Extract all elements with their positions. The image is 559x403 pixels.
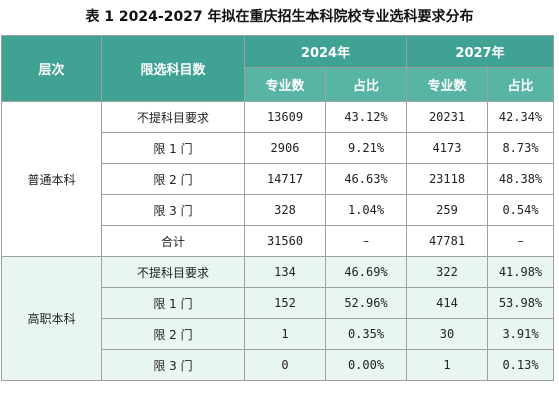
subject-requirement-cell: 合计 [101,225,245,257]
table-row: 限 1 门 152 52.96% 414 53.98% [2,287,554,319]
header-ratio-2024: 占比 [325,67,407,102]
header-count-2027: 专业数 [406,67,488,102]
count-2027-cell: 322 [406,256,488,288]
subject-requirement-cell: 不提科目要求 [101,101,245,133]
ratio-2027-cell: – [487,225,554,257]
subject-requirement-table: 层次 限选科目数 2024年 2027年 专业数 占比 专业数 占比 普通本科 … [1,35,554,381]
count-2027-cell: 414 [406,287,488,319]
subject-requirement-cell: 限 1 门 [101,287,245,319]
count-2027-cell: 20231 [406,101,488,133]
subject-requirement-cell: 限 2 门 [101,318,245,350]
ratio-2024-cell: 46.69% [325,256,407,288]
header-level: 层次 [1,35,102,102]
count-2027-cell: 30 [406,318,488,350]
header-count-2024: 专业数 [244,67,326,102]
count-2027-cell: 259 [406,194,488,226]
ratio-2027-cell: 42.34% [487,101,554,133]
ratio-2024-cell: 0.35% [325,318,407,350]
subject-requirement-cell: 限 1 门 [101,132,245,164]
table-row: 限 1 门 2906 9.21% 4173 8.73% [2,132,554,164]
count-2024-cell: 0 [244,349,326,381]
header-ratio-2027: 占比 [487,67,554,102]
count-2024-cell: 152 [244,287,326,319]
subject-requirement-cell: 限 2 门 [101,163,245,195]
ratio-2027-cell: 48.38% [487,163,554,195]
ratio-2027-cell: 53.98% [487,287,554,319]
table-row: 限 2 门 14717 46.63% 23118 48.38% [2,163,554,195]
count-2027-cell: 4173 [406,132,488,164]
count-2024-cell: 2906 [244,132,326,164]
header-year-2027: 2027年 [406,35,554,68]
count-2024-cell: 328 [244,194,326,226]
header-year-2024: 2024年 [244,35,407,68]
subject-requirement-cell: 限 3 门 [101,194,245,226]
table-row: 限 2 门 1 0.35% 30 3.91% [2,318,554,350]
ratio-2024-cell: 9.21% [325,132,407,164]
count-2024-cell: 13609 [244,101,326,133]
subject-requirement-cell: 限 3 门 [101,349,245,381]
ratio-2027-cell: 8.73% [487,132,554,164]
ratio-2027-cell: 3.91% [487,318,554,350]
table-row: 普通本科 不提科目要求 13609 43.12% 20231 42.34% [1,101,554,257]
count-2024-cell: 31560 [244,225,326,257]
count-2024-cell: 134 [244,256,326,288]
group-label: 高职本科 [1,256,102,381]
ratio-2027-cell: 0.13% [487,349,554,381]
count-2027-cell: 23118 [406,163,488,195]
ratio-2024-cell: 0.00% [325,349,407,381]
table-row: 高职本科 不提科目要求 134 46.69% 322 41.98% [1,256,554,381]
ratio-2024-cell: 43.12% [325,101,407,133]
table-row-total: 合计 31560 – 47781 – [2,225,554,257]
table-title: 表 1 2024-2027 年拟在重庆招生本科院校专业选科要求分布 [85,9,474,25]
ratio-2024-cell: 52.96% [325,287,407,319]
header-subject-requirement: 限选科目数 [101,35,245,102]
ratio-2027-cell: 0.54% [487,194,554,226]
table-row: 限 3 门 328 1.04% 259 0.54% [2,194,554,226]
subject-requirement-cell: 不提科目要求 [101,256,245,288]
count-2024-cell: 1 [244,318,326,350]
ratio-2024-cell: 46.63% [325,163,407,195]
count-2027-cell: 1 [406,349,488,381]
ratio-2024-cell: 1.04% [325,194,407,226]
group-label: 普通本科 [1,101,102,257]
table-row: 限 3 门 0 0.00% 1 0.13% [2,349,554,381]
count-2024-cell: 14717 [244,163,326,195]
ratio-2024-cell: – [325,225,407,257]
ratio-2027-cell: 41.98% [487,256,554,288]
count-2027-cell: 47781 [406,225,488,257]
